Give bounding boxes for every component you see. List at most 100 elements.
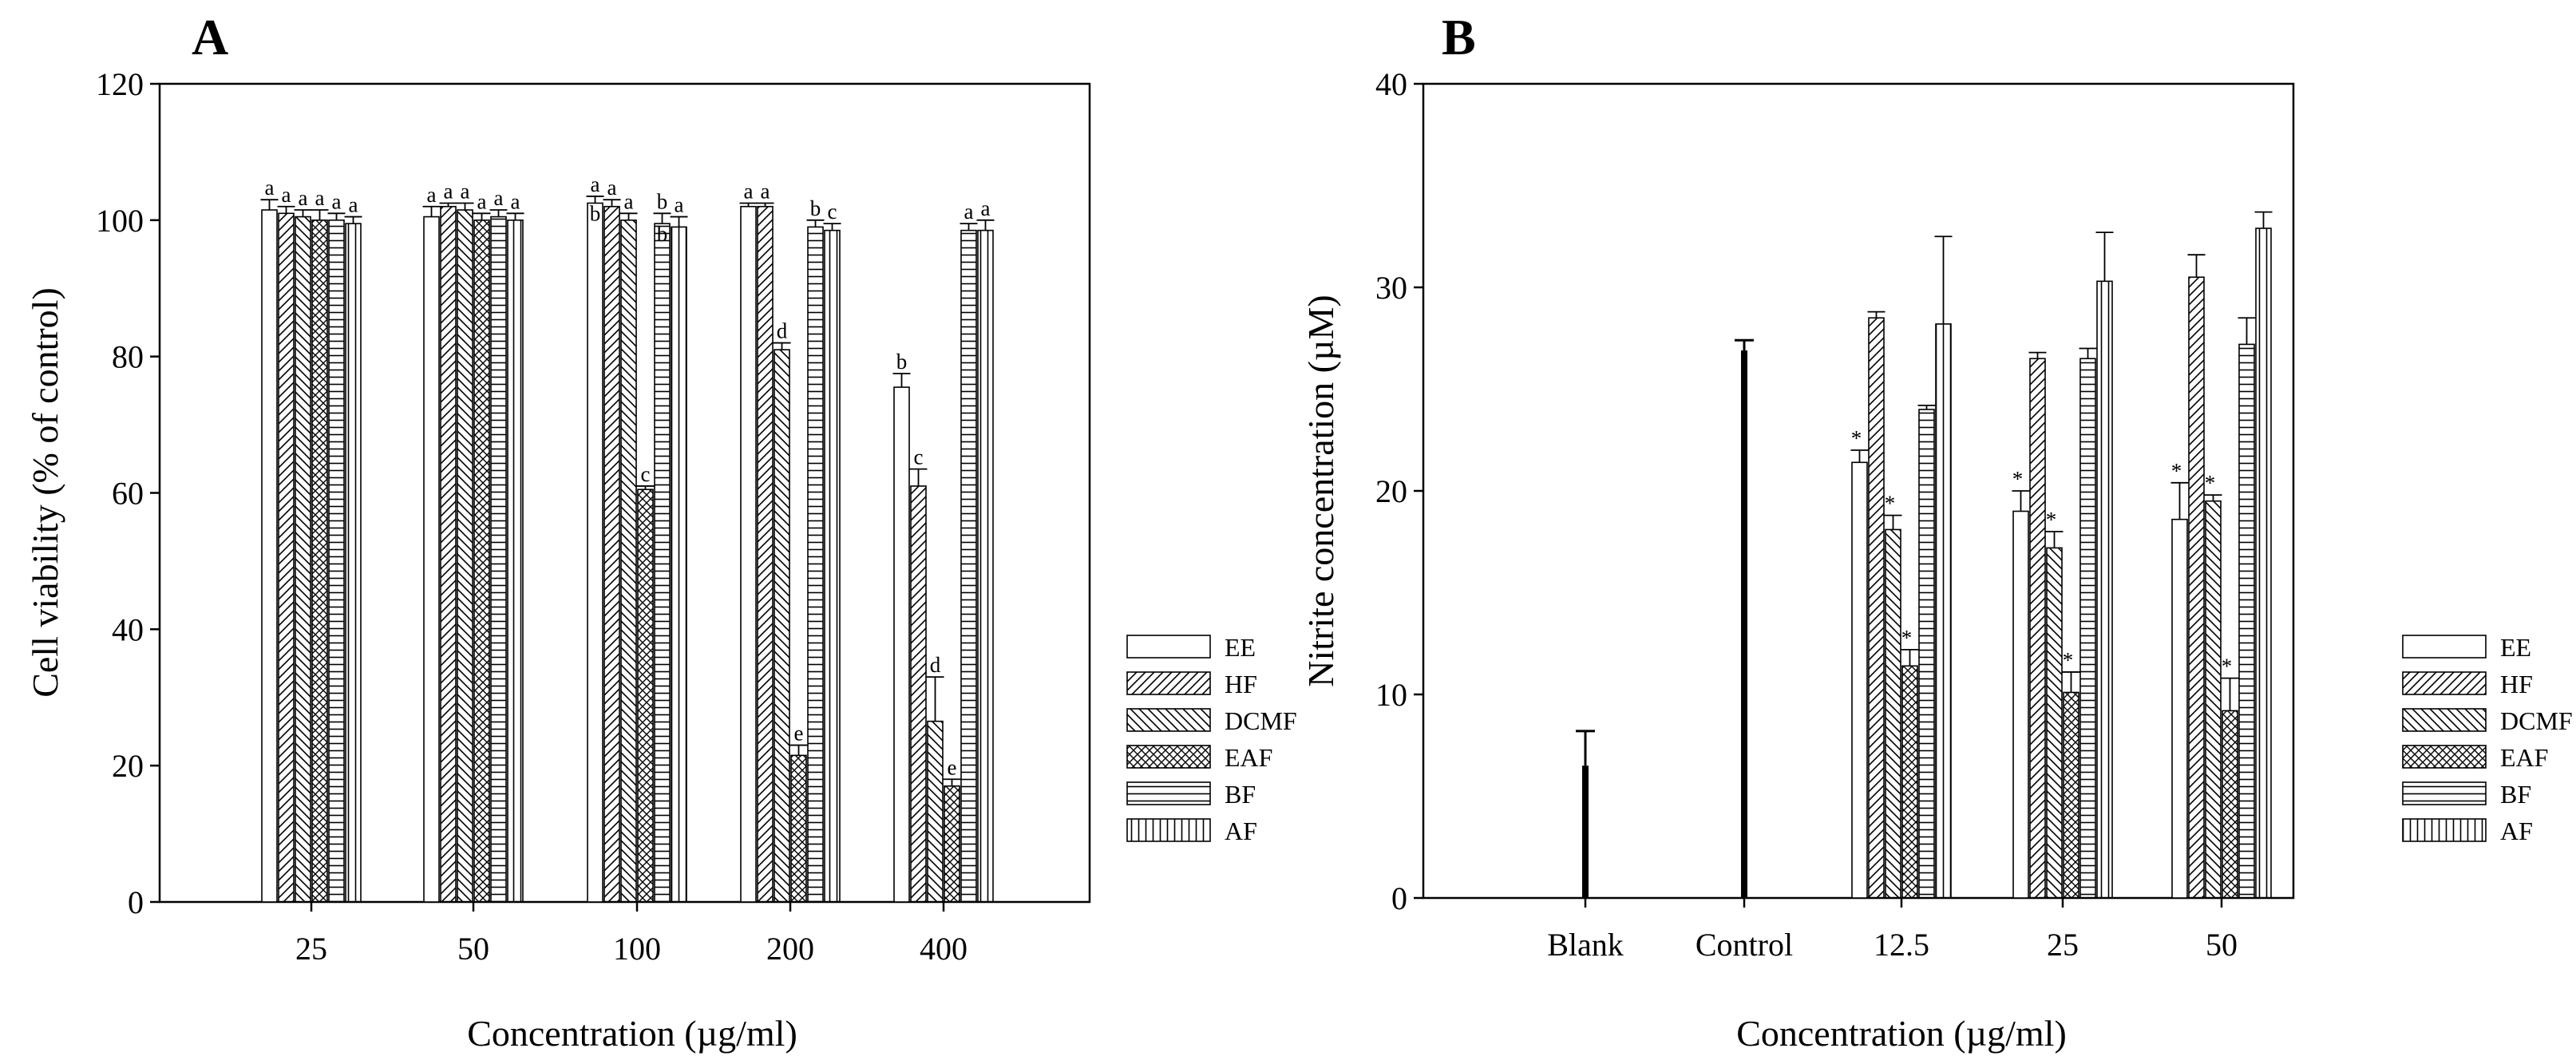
panel-b-legend-label-hf: HF: [2500, 670, 2533, 698]
panel-b-y-tick-label: 40: [1375, 66, 1407, 102]
panel-b-y-tick-label: 30: [1375, 270, 1407, 306]
panel-a-bar-bf-50: [490, 216, 507, 903]
panel-a-x-tick-label-25: 25: [295, 931, 327, 967]
panel-b-legend-swatch-ee: [2402, 635, 2487, 659]
panel-a-significance-label: d: [777, 319, 788, 343]
panel-b-bar-ee-50: [2171, 518, 2188, 899]
panel-a-bar-eaf-50: [473, 220, 490, 903]
panel-a-bar-hf-400: [910, 485, 927, 903]
panel-b-significance-label: *: [1885, 492, 1896, 516]
panel-b-legend-label-eaf: EAF: [2500, 743, 2548, 772]
panel-a-x-tick-label-100: 100: [613, 931, 661, 967]
panel-a-significance-label: a: [332, 189, 342, 213]
panel-a-legend-swatch-ee: [1126, 635, 1211, 659]
panel-b-significance-label: *: [2222, 655, 2233, 678]
panel-b-bar-bf-50: [2238, 343, 2255, 899]
panel-a-bar-af-200: [824, 229, 841, 903]
panel-a-significance-label: a: [444, 179, 453, 203]
panel-a-significance-label: a: [299, 186, 308, 210]
panel-a-significance-label: a: [761, 179, 770, 203]
panel-a-y-tick-label: 20: [112, 748, 144, 784]
panel-b-bar-blank: [1582, 765, 1589, 898]
panel-a-legend-label-ee: EE: [1225, 633, 1256, 662]
panel-a-significance-label: b: [590, 201, 601, 225]
panel-b-legend-swatch-hf: [2402, 671, 2487, 695]
panel-b-bar-dcmf-25: [2046, 547, 2063, 899]
panel-a-legend-swatch-eaf: [1126, 745, 1211, 769]
panel-a-significance-label: a: [744, 179, 754, 203]
panel-b-bar-dcmf-50: [2205, 500, 2222, 899]
panel-a-legend-label-eaf: EAF: [1225, 743, 1272, 772]
panel-b-x-tick-label-control: Control: [1696, 927, 1793, 963]
panel-b-bar-af-50: [2255, 227, 2272, 899]
panel-a-x-ticks: 25 50 100 200 400: [295, 902, 967, 967]
panel-a-significance-label: a: [494, 186, 504, 210]
panel-b-legend-swatch-af: [2402, 818, 2487, 842]
panel-a-significance-label: a: [591, 172, 600, 196]
panel-b-bar-dcmf-12-5: [1885, 528, 1901, 899]
panel-a-bar-bf-200: [807, 226, 824, 903]
panel-b-x-ticks: Blank Control 12.5 25 50: [1547, 898, 2238, 963]
panel-a-bar-ee-100: [587, 202, 603, 903]
panel-b-bar-bf-12-5: [1918, 409, 1935, 899]
panel-b-significance-label: *: [2063, 648, 2074, 672]
panel-b-bar-ee-12-5: [1851, 461, 1868, 899]
panel-a-significance-label: a: [427, 183, 437, 207]
panel-a-significance-label: e: [794, 722, 804, 746]
panel-a-significance-label: a: [282, 183, 291, 207]
panel-a-bar-dcmf-100: [620, 220, 637, 903]
panel-a-significance-label: b: [657, 189, 668, 213]
panel-b-x-tick-label-blank: Blank: [1547, 927, 1624, 963]
panel-b-bar-control: [1741, 350, 1747, 898]
panel-b-x-tick-label-25: 25: [2047, 927, 2079, 963]
panel-a-x-tick-label-50: 50: [457, 931, 489, 967]
panel-a-x-tick-label-200: 200: [766, 931, 814, 967]
panel-a-y-tick-label: 100: [96, 203, 144, 239]
panel-b-y-tick-label: 0: [1391, 880, 1407, 916]
panel-b-legend-swatch-eaf: [2402, 745, 2487, 769]
panel-a-bar-hf-50: [440, 205, 457, 903]
panel-a-bar-hf-25: [278, 212, 295, 903]
panel-b-legend-swatch-dcmf: [2402, 708, 2487, 732]
panel-a-significance-label: a: [315, 186, 325, 210]
panel-a-bar-dcmf-400: [927, 720, 944, 903]
panel-a-y-tick-label: 80: [112, 339, 144, 375]
panel-a-letter: A: [192, 9, 228, 65]
panel-a-bar-bf-25: [328, 220, 345, 903]
panel-a-significance-label: b: [810, 196, 821, 220]
panel-a-y-tick-label: 40: [112, 611, 144, 647]
panel-b-legend-label-bf: BF: [2500, 780, 2531, 809]
panel-b-x-axis-label: Concentration (µg/ml): [1736, 1013, 2067, 1054]
panel-a-bar-eaf-200: [790, 754, 807, 903]
panel-a-significance-label: a: [265, 176, 275, 200]
panel-b-y-ticks: 0 10 20 30 40: [1375, 66, 1423, 916]
panel-b-x-tick-label-12-5: 12.5: [1874, 927, 1929, 963]
panel-b-bars: * * * * * * * * *: [1576, 211, 2273, 899]
panel-b-bar-hf-25: [2029, 358, 2046, 899]
panel-a-significance-label: a: [981, 196, 991, 220]
panel-a-bar-ee-50: [423, 216, 440, 903]
panel-b-bar-af-25: [2096, 280, 2113, 899]
panel-a-bar-ee-25: [261, 209, 278, 903]
panel-b-y-axis-label: Nitrite concentration (µM): [1300, 295, 1341, 686]
panel-a-x-axis-label: Concentration (µg/ml): [467, 1013, 797, 1054]
panel-a-legend-swatch-hf: [1126, 671, 1211, 695]
panel-a-bar-hf-100: [603, 205, 620, 903]
panel-b-legend-label-ee: EE: [2500, 633, 2531, 662]
panel-a-y-ticks: 0 20 40 60 80 100 120: [96, 66, 160, 920]
panel-a-y-tick-label: 60: [112, 476, 144, 512]
panel-b-legend-label-dcmf: DCMF: [2500, 706, 2573, 735]
panel-a-bar-eaf-100: [637, 488, 654, 903]
panel-a-significance-label: d: [930, 653, 941, 677]
panel-a-bar-ee-400: [893, 386, 910, 903]
panel-a-significance-label: a: [607, 176, 617, 200]
panel-b-significance-label: *: [2171, 459, 2182, 483]
panel-a-significance-label: a: [477, 189, 487, 213]
panel-a-bar-bf-400: [960, 229, 977, 903]
panel-a-bar-af-50: [507, 220, 524, 903]
panel-b-bar-bf-25: [2079, 358, 2096, 899]
panel-a-significance-label: e: [948, 755, 957, 779]
panel-a-legend-swatch-bf: [1126, 781, 1211, 805]
